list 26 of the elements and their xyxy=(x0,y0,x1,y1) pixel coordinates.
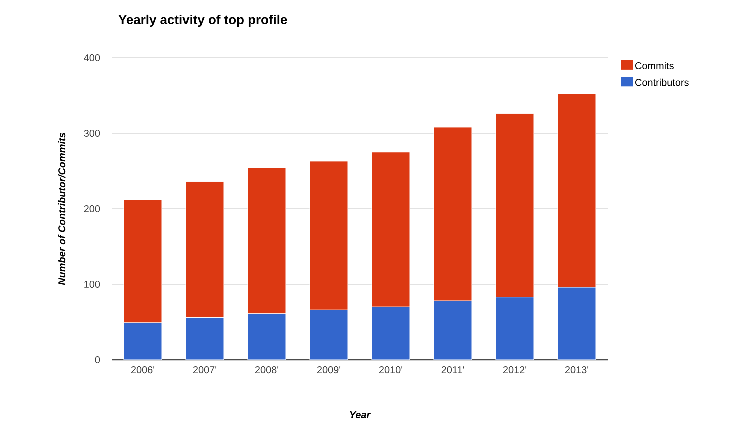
bar xyxy=(124,322,162,360)
bar xyxy=(310,310,348,360)
y-tick-label: 0 xyxy=(95,356,100,364)
x-tick-label: 2011' xyxy=(442,366,464,374)
y-tick-label: 200 xyxy=(84,205,100,213)
x-tick-label: 2012' xyxy=(503,366,527,374)
chart-title: Yearly activity of top profile xyxy=(118,14,288,28)
x-axis-title: Year xyxy=(350,412,372,418)
x-tick-label: 2010' xyxy=(379,366,403,374)
bar xyxy=(434,300,472,360)
bar xyxy=(496,297,534,360)
x-tick-label: 2009' xyxy=(317,366,341,374)
bar xyxy=(558,287,596,360)
x-tick-label: 2008' xyxy=(255,366,279,374)
y-tick-label: 100 xyxy=(84,280,100,288)
y-tick-label: 300 xyxy=(84,130,100,138)
bar xyxy=(186,317,224,360)
legend-label: Contributors xyxy=(636,78,689,86)
bar xyxy=(248,314,286,360)
y-tick-label: 400 xyxy=(84,54,100,62)
legend-label: Commits xyxy=(636,62,674,70)
y-axis-title: Number of Contributor/Commits xyxy=(58,132,66,286)
bar xyxy=(372,306,410,360)
x-tick-label: 2013' xyxy=(565,366,589,374)
x-tick-label: 2006' xyxy=(131,366,155,374)
x-tick-label: 2007' xyxy=(193,366,217,374)
